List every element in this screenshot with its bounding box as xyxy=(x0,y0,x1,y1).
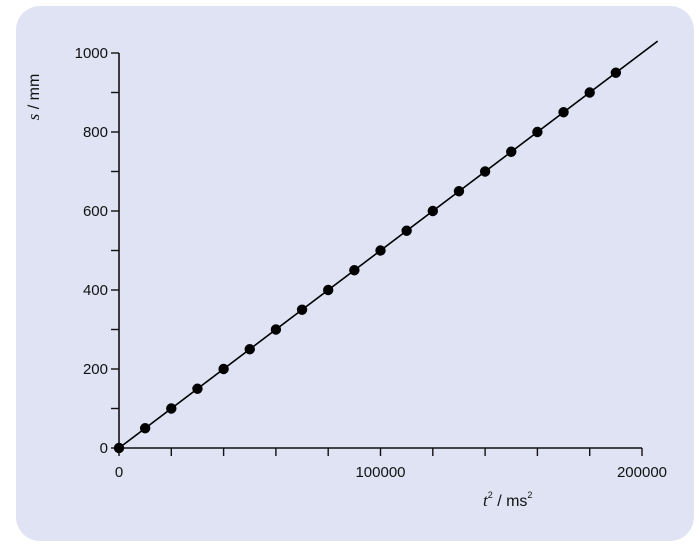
data-point xyxy=(453,186,465,197)
x-axis-title: t2 / ms2 xyxy=(483,490,532,510)
data-point xyxy=(139,423,151,434)
data-point xyxy=(506,146,517,157)
data-point xyxy=(375,245,386,256)
data-point xyxy=(296,304,308,315)
data-point xyxy=(218,363,229,375)
data-point xyxy=(244,344,255,355)
y-tick-label: 1000 xyxy=(75,45,108,62)
x-axis-separator: / xyxy=(493,493,506,510)
data-point xyxy=(349,265,360,276)
y-axis-separator: / xyxy=(26,100,43,113)
y-axis-variable: s xyxy=(24,113,43,120)
tick-labels: 0 100000 200000 0 200 400 600 800 1000 xyxy=(75,45,667,481)
data-point xyxy=(166,403,177,414)
data-point xyxy=(323,284,334,296)
data-point xyxy=(192,383,203,394)
y-tick-label: 400 xyxy=(83,282,108,299)
y-axis-unit: mm xyxy=(26,74,43,101)
data-point xyxy=(113,442,125,454)
data-point xyxy=(479,166,491,177)
y-axis-title: s / mm xyxy=(24,74,43,121)
data-point xyxy=(401,225,412,236)
x-tick-label: 200000 xyxy=(617,464,667,481)
x-tick-label: 0 xyxy=(115,464,123,481)
x-axis-variable-exponent: 2 xyxy=(488,490,493,500)
y-tick-label: 200 xyxy=(83,361,108,378)
x-axis-unit-exponent: 2 xyxy=(527,490,532,500)
x-axis-unit: ms xyxy=(506,493,527,510)
data-point xyxy=(610,67,622,78)
data-point xyxy=(427,205,438,217)
data-point xyxy=(270,324,282,335)
data-point xyxy=(532,126,543,138)
y-tick-label: 600 xyxy=(83,203,108,220)
x-axis-variable: t xyxy=(483,491,489,510)
y-tick-label: 800 xyxy=(83,124,108,141)
data-point xyxy=(584,87,595,98)
y-tick-label: 0 xyxy=(100,440,108,457)
data-points xyxy=(113,67,622,454)
fit-line xyxy=(118,40,659,449)
x-tick-label: 100000 xyxy=(355,464,405,481)
data-point xyxy=(558,107,569,118)
